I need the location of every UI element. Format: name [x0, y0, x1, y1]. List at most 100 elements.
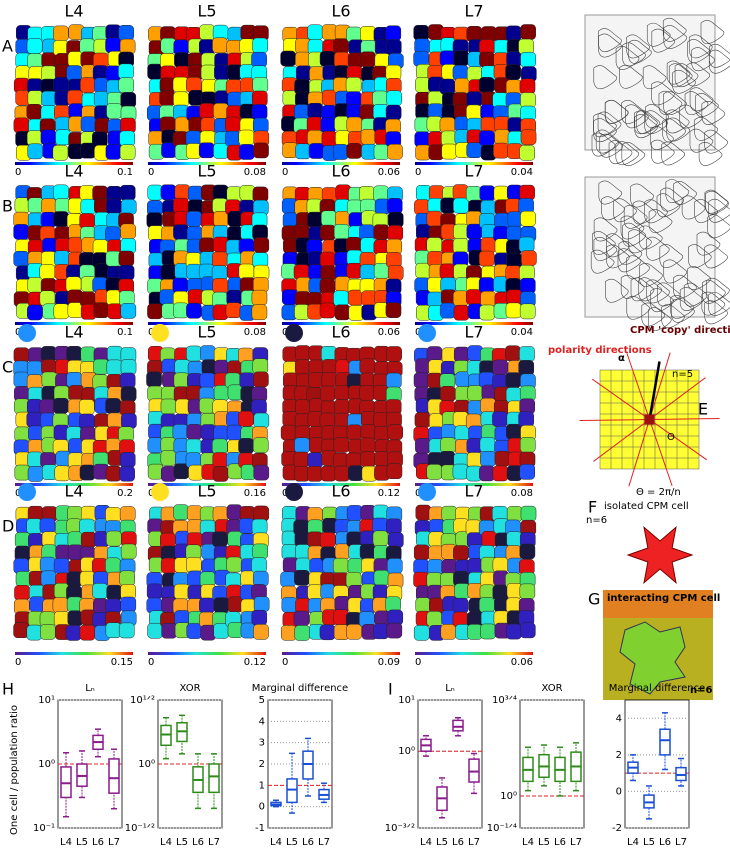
cell [518, 38, 534, 55]
cell-outline [650, 126, 674, 150]
cell [105, 398, 121, 414]
cell [252, 186, 269, 203]
cell-outline [709, 43, 730, 68]
cell [346, 262, 363, 279]
cell [14, 585, 30, 601]
cell [118, 622, 135, 639]
colorbar [15, 162, 133, 165]
cell-outline [684, 91, 709, 116]
cell [107, 412, 123, 429]
cell-outline [663, 259, 688, 284]
colorbar-tick: 0.04 [511, 327, 533, 338]
cell-outline [626, 295, 651, 320]
annotation: n=6 [690, 685, 712, 696]
cell [105, 37, 121, 54]
cell-outline [674, 63, 699, 88]
cell-outline [593, 65, 618, 90]
map-title: L6 [331, 162, 350, 181]
cell [186, 302, 202, 319]
cell [413, 625, 430, 641]
cell-outline [645, 104, 669, 128]
icon-cell [151, 324, 169, 342]
cell [252, 437, 269, 453]
cell [253, 371, 269, 388]
y-tick-label: 10³ᐟ⁴ [492, 695, 517, 706]
cell-outline [626, 34, 650, 59]
cell [347, 465, 364, 481]
x-tick-label: L4 [60, 837, 72, 848]
cell [188, 464, 204, 481]
cell [387, 265, 404, 281]
cell [334, 465, 350, 482]
cell [27, 143, 44, 160]
cell [41, 90, 57, 107]
cell [172, 277, 189, 294]
cell [295, 143, 311, 160]
cell [54, 250, 70, 267]
cell [452, 463, 469, 480]
cell [174, 52, 190, 68]
cell [360, 424, 377, 441]
y-tick-label: 10⁰ [38, 759, 55, 770]
cell [492, 411, 508, 427]
cell [334, 596, 351, 612]
cell [66, 371, 82, 388]
cell [173, 91, 189, 108]
cell [346, 424, 363, 441]
cell [27, 304, 43, 321]
colorbar [282, 322, 400, 325]
colorbar-tick: 0.16 [244, 488, 266, 499]
cell [280, 50, 296, 67]
cell [441, 505, 458, 522]
cell [385, 372, 402, 389]
cell-outline [650, 288, 674, 313]
cell [360, 26, 376, 42]
cell-outline [598, 28, 622, 53]
panel-label: C [2, 358, 13, 377]
cell [334, 399, 350, 415]
cell [294, 437, 310, 454]
cell [66, 346, 82, 362]
cell-outline [618, 240, 643, 265]
cell [345, 77, 362, 93]
cell [520, 51, 536, 68]
cell [68, 385, 84, 401]
cell-outline [651, 139, 675, 164]
cell [213, 597, 230, 613]
cell-outline [630, 183, 654, 208]
cell [480, 397, 496, 414]
cell-outline [691, 47, 715, 72]
cell [253, 237, 270, 253]
icon-cell [418, 324, 436, 342]
y-tick-label: 1 [259, 780, 265, 791]
y-tick-label: 4 [259, 716, 265, 727]
box [108, 758, 120, 794]
cell [453, 304, 470, 321]
cell-outline [659, 244, 684, 268]
cell [519, 437, 536, 453]
cell [360, 437, 376, 454]
cell-outline [648, 307, 672, 332]
cell [147, 184, 164, 201]
cell-outline [639, 225, 663, 250]
cell [493, 185, 510, 202]
cell [212, 184, 229, 201]
cell-outline [613, 198, 637, 223]
panel-label: E [698, 400, 708, 419]
cell [186, 424, 203, 440]
x-tick-label: L6 [192, 837, 204, 848]
chart-title: XOR [179, 683, 200, 694]
colorbar [15, 322, 133, 325]
cell [27, 197, 44, 214]
cell [505, 302, 522, 319]
y-tick-label: 10¹ᐟ² [130, 695, 155, 706]
y-tick-label: 10⁰ [398, 746, 415, 757]
cell [506, 423, 522, 440]
cell [119, 570, 135, 587]
panel-label: A [2, 37, 13, 56]
cell [13, 250, 30, 267]
cell-outline [623, 204, 648, 229]
cell [520, 24, 536, 40]
cell [478, 250, 495, 267]
cell-outline [668, 63, 693, 88]
